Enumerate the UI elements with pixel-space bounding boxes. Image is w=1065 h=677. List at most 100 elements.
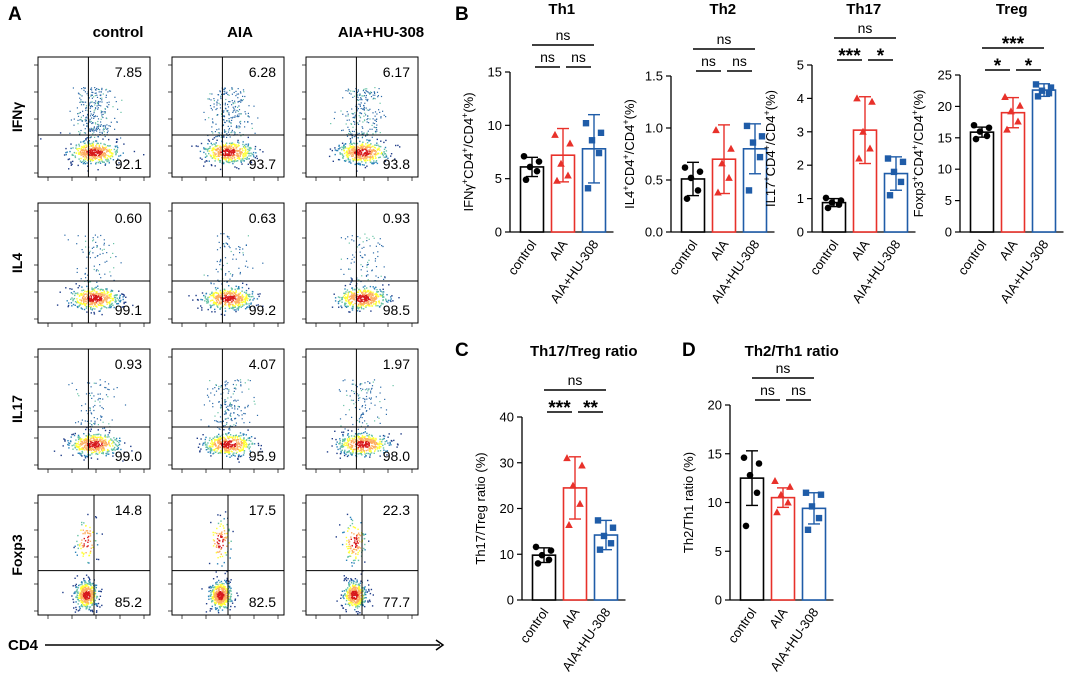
flow-event-dot bbox=[67, 305, 69, 308]
flow-event-dot bbox=[237, 301, 239, 303]
flow-event-dot bbox=[385, 298, 387, 300]
flow-event-dot bbox=[363, 153, 365, 155]
flow-event-dot bbox=[234, 154, 236, 156]
flow-event-dot bbox=[90, 296, 92, 298]
flow-event-dot bbox=[216, 260, 218, 263]
flow-row-marker-label: Foxp3 bbox=[9, 534, 25, 575]
flow-event-dot bbox=[229, 290, 231, 293]
flow-event-dot bbox=[227, 392, 229, 394]
flow-event-dot bbox=[367, 302, 370, 304]
flow-event-dot bbox=[243, 438, 245, 440]
flow-event-dot bbox=[224, 87, 226, 89]
flow-event-dot bbox=[91, 151, 93, 153]
flow-event-dot bbox=[107, 91, 109, 93]
flow-event-dot bbox=[382, 444, 384, 447]
flow-event-dot bbox=[350, 123, 353, 125]
flow-event-dot bbox=[93, 417, 95, 419]
flow-event-dot bbox=[394, 158, 396, 160]
flow-event-dot bbox=[225, 400, 227, 403]
flow-event-dot bbox=[225, 98, 227, 101]
flow-event-dot bbox=[371, 301, 373, 303]
flow-event-dot bbox=[380, 140, 382, 142]
flow-event-dot bbox=[233, 387, 235, 389]
flow-event-dot bbox=[346, 150, 348, 153]
flow-event-dot bbox=[213, 296, 215, 299]
flow-event-dot bbox=[99, 131, 101, 133]
flow-event-dot bbox=[84, 293, 87, 295]
flow-event-dot bbox=[254, 157, 257, 159]
flow-event-dot bbox=[199, 450, 201, 452]
flow-event-dot bbox=[99, 384, 101, 386]
flow-event-dot bbox=[92, 299, 94, 301]
flow-event-dot bbox=[81, 88, 83, 90]
flow-event-dot bbox=[376, 118, 378, 120]
flow-event-dot bbox=[241, 290, 243, 292]
flow-event-dot bbox=[237, 408, 239, 410]
flow-event-dot bbox=[216, 101, 218, 103]
flow-event-dot bbox=[227, 156, 229, 158]
flow-event-dot bbox=[227, 445, 230, 447]
flow-event-dot bbox=[223, 116, 226, 118]
flow-event-dot bbox=[97, 288, 99, 290]
flow-event-dot bbox=[234, 406, 236, 408]
flow-event-dot bbox=[219, 303, 222, 305]
flow-event-dot bbox=[240, 161, 242, 163]
flow-event-dot bbox=[102, 441, 104, 444]
flow-event-dot bbox=[347, 433, 349, 435]
flow-event-dot bbox=[229, 136, 231, 138]
flow-event-dot bbox=[375, 275, 377, 277]
flow-event-dot bbox=[370, 143, 372, 145]
flow-event-dot bbox=[100, 296, 102, 298]
flow-event-dot bbox=[239, 304, 241, 306]
flow-event-dot bbox=[226, 111, 228, 113]
flow-event-dot bbox=[99, 101, 101, 103]
flow-event-dot bbox=[352, 117, 354, 119]
flow-event-dot bbox=[207, 302, 209, 304]
flow-event-dot bbox=[80, 99, 82, 101]
flow-event-dot bbox=[89, 257, 91, 259]
flow-event-dot bbox=[367, 298, 369, 300]
flow-event-dot bbox=[77, 148, 79, 150]
flow-event-dot bbox=[346, 119, 348, 121]
flow-event-dot bbox=[227, 298, 229, 300]
flow-event-dot bbox=[219, 149, 221, 152]
flow-event-dot bbox=[242, 146, 245, 148]
flow-event-dot bbox=[383, 296, 385, 298]
flow-event-dot bbox=[210, 455, 212, 457]
panel-a-flow-cytometry: A CD4 control AIA AIA+HU-308IFNγIL4IL17Fox… bbox=[8, 4, 445, 654]
flow-event-dot bbox=[117, 444, 119, 447]
flow-event-dot bbox=[355, 116, 357, 118]
flow-event-dot bbox=[349, 159, 351, 161]
flow-event-dot bbox=[353, 136, 355, 138]
flow-event-dot bbox=[356, 108, 358, 110]
flow-event-dot bbox=[80, 154, 82, 156]
flow-event-dot bbox=[341, 306, 343, 309]
flow-event-dot bbox=[219, 437, 221, 439]
flow-event-dot bbox=[234, 380, 236, 382]
flow-event-dot bbox=[107, 434, 109, 436]
quadrant-lower-right-percent: 95.9 bbox=[249, 448, 276, 464]
flow-event-dot bbox=[75, 147, 77, 149]
flow-event-dot bbox=[367, 279, 369, 281]
flow-event-dot bbox=[78, 395, 80, 397]
flow-event-dot bbox=[370, 295, 372, 298]
flow-event-dot bbox=[374, 447, 376, 449]
flow-event-dot bbox=[246, 158, 248, 160]
flow-event-dot bbox=[233, 292, 235, 295]
flow-event-dot bbox=[378, 147, 380, 149]
flow-event-dot bbox=[216, 114, 219, 116]
flow-event-dot bbox=[63, 154, 66, 156]
flow-event-dot bbox=[83, 149, 86, 152]
flow-event-dot bbox=[214, 291, 217, 294]
flow-event-dot bbox=[203, 148, 205, 150]
flow-event-dot bbox=[341, 146, 343, 148]
flow-event-dot bbox=[213, 147, 215, 150]
flow-event-dot bbox=[231, 296, 233, 298]
flow-event-dot bbox=[359, 289, 362, 292]
flow-event-dot bbox=[209, 154, 212, 156]
flow-event-dot bbox=[353, 95, 356, 97]
flow-event-dot bbox=[105, 442, 107, 444]
flow-event-dot bbox=[113, 267, 115, 269]
flow-event-dot bbox=[114, 145, 117, 147]
flow-event-dot bbox=[208, 445, 211, 447]
